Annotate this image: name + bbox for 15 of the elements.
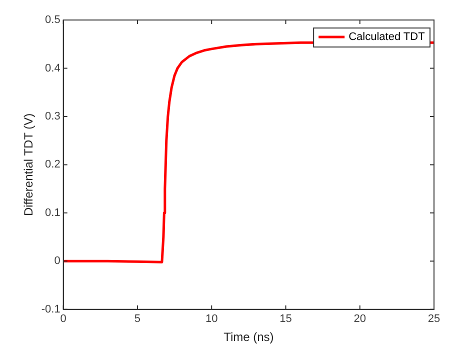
y-tick-label: -0.1 <box>41 303 60 316</box>
x-tick-label: 5 <box>134 313 141 326</box>
y-axis-title: Differential TDT (V) <box>22 113 36 216</box>
legend-label: Calculated TDT <box>348 31 426 44</box>
x-tick-label: 20 <box>354 313 366 326</box>
y-tick-label: 0.1 <box>45 206 60 219</box>
x-axis-title: Time (ns) <box>224 330 274 344</box>
y-tick-label: 0 <box>54 255 60 268</box>
y-tick-label: 0.2 <box>45 158 60 171</box>
y-tick-label: 0.5 <box>45 14 60 26</box>
x-tick-label: 25 <box>428 313 440 326</box>
x-tick-label: 10 <box>205 313 218 326</box>
x-tick-label: 15 <box>280 313 292 326</box>
y-tick-label: 0.3 <box>45 110 60 122</box>
y-tick-label: 0.4 <box>45 62 60 74</box>
